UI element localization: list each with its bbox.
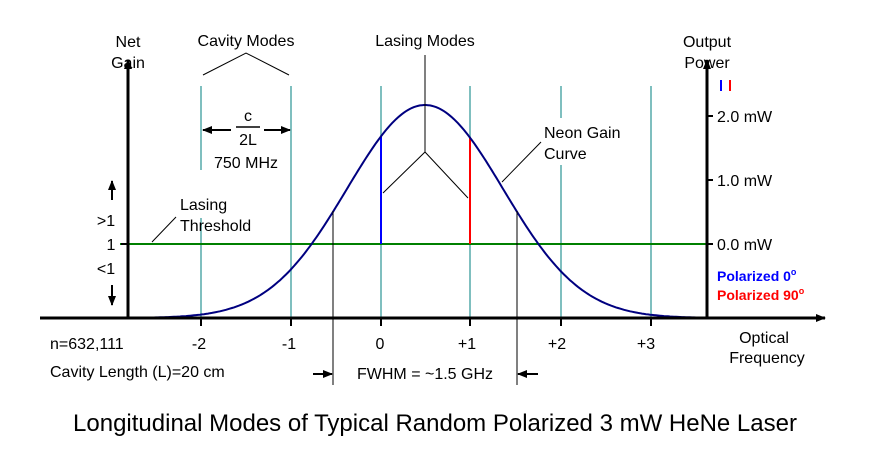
fwhm-label: FWHM = ~1.5 GHz [357,366,493,383]
x-tick-label: +3 [637,336,655,353]
x-tick-label: +1 [458,336,476,353]
cavity-mode-lines [200,86,652,318]
gain-gt-1: >1 [97,213,115,230]
cavity-modes-label: Cavity Modes [198,33,295,50]
x-tick-label: -2 [192,336,206,353]
output-power-label-2: Power [684,55,730,72]
legend-polarized-0: Polarized 0o [717,267,797,284]
x-tick-label: 0 [376,336,385,353]
fraction-numerator: c [244,108,252,125]
x-tick-label: +2 [548,336,566,353]
leader-lines [151,52,542,243]
x-tick-labels: -2 -1 0 +1 +2 +3 [192,336,655,353]
neon-gain-label-1: Neon Gain [544,125,621,142]
mode-number-label: n=632,111 [50,336,124,353]
net-gain-label-1: Net [116,34,141,51]
output-power-label-1: Output [683,34,732,51]
neon-gain-label-2: Curve [544,146,587,163]
x-axis-label-2: Frequency [729,350,805,367]
x-axis-label-1: Optical [739,330,789,347]
lasing-threshold-label-2: Threshold [180,218,251,235]
power-tick-1mw: 1.0 mW [717,173,773,190]
legend-polarized-90: Polarized 90o [717,286,805,303]
mode-spacing: 750 MHz [214,155,278,172]
net-gain-label-2: Gain [111,55,145,72]
diagram-title: Longitudinal Modes of Typical Random Pol… [73,410,797,437]
lasing-threshold-label-1: Lasing [180,197,227,214]
gain-1: 1 [107,237,116,254]
x-tick-label: -1 [282,336,296,353]
fraction-denominator: 2L [239,132,257,149]
gain-lt-1: <1 [97,261,115,278]
power-tick-0mw: 0.0 mW [717,237,773,254]
neon-gain-curve [140,104,701,319]
cavity-length-label: Cavity Length (L)=20 cm [50,364,225,381]
power-tick-2mw: 2.0 mW [717,109,773,126]
axis-ticks [121,115,713,326]
lasing-modes-label: Lasing Modes [375,33,475,50]
